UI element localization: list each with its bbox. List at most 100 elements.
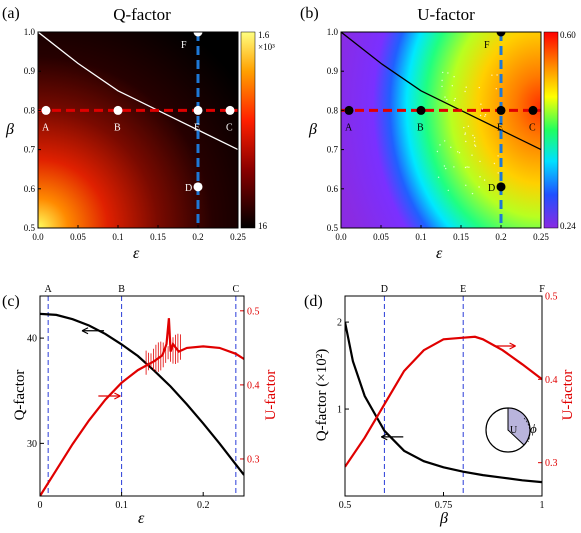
panel-b-noise-speck <box>496 74 498 76</box>
panel-a-ytick-label: 0.7 <box>24 145 36 155</box>
panel-a-point-e <box>193 105 203 115</box>
panel-b-noise-speck <box>474 144 476 146</box>
panel-c-xlabel: ε <box>138 510 145 527</box>
panel-b-noise-speck <box>457 151 459 153</box>
panel-c-arrow-head <box>114 392 121 400</box>
inset-angle-arc <box>523 417 531 443</box>
panel-b-noise-speck <box>497 172 499 174</box>
panel-d-frame <box>344 295 543 497</box>
panel-b-noise-speck <box>453 166 455 168</box>
panel-c-ytick-left-label: 40 <box>27 334 37 345</box>
panel-b-noise-speck <box>447 189 449 192</box>
panel-b-noise-speck <box>483 179 486 181</box>
panel-b-noise-speck <box>497 155 499 157</box>
panel-a-colorbar-max: 1.6 <box>258 30 270 40</box>
panel-b-noise-speck <box>466 166 468 168</box>
panel-c-frame <box>39 295 245 497</box>
panel-b-frame <box>340 31 542 229</box>
panel-c-ytick-right-label: 0.5 <box>247 306 260 317</box>
panel-b-point-label-b: B <box>417 122 424 133</box>
panel-c-top-label-c: C <box>233 284 240 295</box>
panel-b-noise-speck <box>446 99 448 101</box>
panel-d-ytick-left-label: 2 <box>337 318 342 329</box>
panel-b-ytick-label: 0.6 <box>327 184 339 194</box>
panel-b-noise-speck <box>453 99 455 102</box>
panel-c-ytick-right-label: 0.3 <box>247 454 260 465</box>
panel-b-noise-speck <box>468 166 470 168</box>
panel-b-point-a <box>344 105 354 115</box>
panel-a-point-label-f: F <box>181 40 187 51</box>
panel-a-xtick-label: 0.0 <box>32 232 44 242</box>
panel-b-point-d <box>496 182 506 192</box>
panel-a-xtick-label: 0.25 <box>230 232 246 242</box>
panel-d-top-label-d: D <box>381 284 388 295</box>
panel-b-noise-speck <box>465 140 467 143</box>
panel-c: (c) A B C 0 0.1 0.2 30 40 0.3 0.4 0.5 Q-factor U-f… <box>2 284 279 527</box>
panel-a-ytick-label: 0.5 <box>24 223 36 233</box>
panel-d-ytick-right-label: 0.5 <box>545 292 558 303</box>
panel-d-top-label-f: F <box>539 284 545 295</box>
panel-b-noise-speck <box>465 86 467 88</box>
panel-b-point-label-f: F <box>484 40 490 51</box>
panel-d-arrow-head <box>381 433 388 441</box>
panel-b-noise-speck <box>464 133 466 136</box>
panel-d-series-q-factor <box>345 321 542 484</box>
panel-c-top-label-a: A <box>45 284 53 295</box>
panel-b-noise-speck <box>464 90 466 93</box>
panel-b-noise-speck <box>467 125 470 128</box>
panel-c-ytick-left-label: 30 <box>27 439 37 450</box>
panel-b-xtick-label: 0.15 <box>453 232 469 242</box>
panel-b-noise-speck <box>473 140 476 142</box>
panel-b-boundary-curve <box>341 32 541 151</box>
panel-a-point-label-b: B <box>114 122 121 133</box>
panel-a-xtick-label: 0.1 <box>112 232 123 242</box>
panel-a-xtick-label: 0.05 <box>70 232 86 242</box>
panel-b-point-b <box>416 105 426 115</box>
panel-a-title: Q-factor <box>113 5 171 24</box>
panel-b-xtick-label: 0.25 <box>533 232 549 242</box>
panel-a-heatmap <box>38 32 238 228</box>
panel-b-ylabel: β <box>308 121 317 138</box>
panel-a-xtick-label: 0.2 <box>192 232 203 242</box>
inset-sector <box>507 407 531 446</box>
panel-b-noise-speck <box>463 126 465 129</box>
panel-c-series-u-factor <box>40 318 244 496</box>
panel-b-noise-speck <box>445 167 447 170</box>
panel-d-ytick-right-label: 0.3 <box>545 458 558 469</box>
panel-c-xtick-label: 0 <box>38 500 43 511</box>
panel-c-series-q-factor <box>40 312 244 476</box>
panel-b-colorbar-max: 0.60 <box>560 30 576 40</box>
panel-b-noise-speck <box>453 76 455 78</box>
panel-b-xtick-label: 0.0 <box>335 232 347 242</box>
panel-a-ylabel: β <box>5 121 14 138</box>
panel-b-noise-speck <box>474 145 477 147</box>
panel-d-label: (d) <box>304 293 323 310</box>
panel-a-ytick-label: 0.9 <box>24 66 36 76</box>
panel-d-ylabel-right: U-factor <box>560 370 576 421</box>
panel-b-point-c <box>528 105 538 115</box>
panel-b-noise-speck <box>493 162 496 165</box>
panel-a-colorbar-min: 16 <box>258 221 268 231</box>
panel-a-xlabel: ε <box>133 245 140 262</box>
panel-a-ytick-label: 0.8 <box>24 105 36 115</box>
panel-a-label: (a) <box>2 5 20 22</box>
panel-b: (b) U-factor A B E C D F 0.0 0.05 0.1 0.15 0.2 0.2… <box>300 5 576 262</box>
panel-b-title: U-factor <box>417 5 475 24</box>
panel-d-xtick-label: 1 <box>540 500 545 511</box>
panel-c-xtick-label: 0.1 <box>115 500 128 511</box>
panel-b-xtick-label: 0.1 <box>415 232 426 242</box>
panel-b-noise-speck <box>439 144 441 146</box>
panel-b-noise-speck <box>473 137 476 139</box>
inset-angle-label: ϕ <box>530 421 537 436</box>
panel-b-point-f <box>496 32 506 37</box>
panel-a-point-d <box>193 182 203 192</box>
panel-c-arrow-head <box>81 327 89 335</box>
panel-b-noise-speck <box>441 79 443 82</box>
panel-a-colorbar <box>240 31 256 229</box>
panel-b-ytick-label: 1.0 <box>327 27 339 37</box>
panel-b-point-label-c: C <box>529 122 536 133</box>
panel-c-top-label-b: B <box>118 284 125 295</box>
panel-b-noise-speck <box>464 166 467 169</box>
